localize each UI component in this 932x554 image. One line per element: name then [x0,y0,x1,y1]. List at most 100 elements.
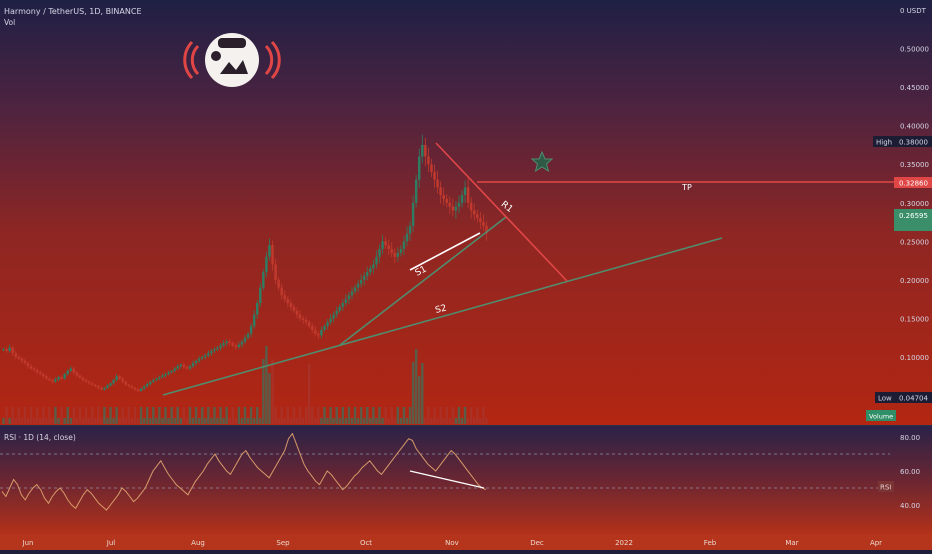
volume-bar [387,418,390,424]
candle-body [29,366,33,369]
tp-price-value: 0.32860 [899,180,928,188]
volume-bar [167,418,170,424]
s1-white-support[interactable] [409,232,481,271]
candle-body [430,164,433,172]
candle-body [304,319,308,323]
time-axis[interactable]: Jun Jul Aug Sep Oct Nov Dec 2022 Feb Mar Apr [22,539,883,547]
candle-body [213,349,216,351]
candle-body [216,347,219,350]
volume-bar [173,418,176,424]
candle-body [142,386,146,389]
volume-bar [396,407,400,424]
r1-trendline[interactable] [435,142,568,282]
volume-bar [335,407,338,424]
volume-bar [35,407,39,424]
volume-badge-label: Volume [869,413,893,421]
candle-body [311,326,314,331]
candle-body [460,195,464,203]
candle-body [57,377,60,380]
volume-bar [280,407,283,424]
volume-bar [433,407,436,424]
volume-bar [100,418,103,424]
volume-bar [231,407,235,424]
rsi-divergence-line[interactable] [409,470,485,489]
volume-bar [292,407,296,424]
time-axis-background [0,534,932,550]
symbol-title[interactable]: Harmony / TetherUS, 1D, BINANCE [4,7,142,16]
time-tick-label: Jul [106,539,116,547]
volume-bar [57,418,60,424]
volume-bar [298,407,302,424]
candle-body [283,295,286,300]
volume-bar [375,418,378,424]
volume-bar [158,407,161,424]
volume-bar [399,418,403,424]
volume-bar [372,407,375,424]
candle-body [17,357,21,359]
volume-bar [469,407,473,424]
volume-bar [329,407,332,424]
candle-body [84,380,88,382]
candle-body [292,306,296,311]
candle-body [448,202,452,207]
volume-bar [48,407,51,424]
candle-body [222,343,225,346]
volume-indicator-label[interactable]: Vol [4,18,15,27]
candle-body [106,385,109,388]
volume-bar [90,407,94,424]
candle-body [466,187,470,203]
volume-bar [381,418,384,424]
volume-bar [359,407,363,424]
star-icon[interactable] [530,150,554,173]
volume-bars [2,346,488,424]
volume-bar [155,418,158,424]
volume-bar [246,418,250,424]
volume-bar [149,418,152,424]
candle-body [375,256,378,265]
s1-trendline[interactable] [339,216,507,346]
candle-body [167,372,170,374]
candle-body [51,380,54,382]
volume-bar [127,407,131,424]
candle-body [301,318,305,320]
volume-bar [66,407,69,424]
volume-bar [237,407,241,424]
volume-bar [408,407,412,424]
volume-bar [87,418,91,424]
candle-body [75,372,79,376]
candle-body [130,386,134,388]
volume-bar [112,418,115,424]
candle-body [332,314,335,319]
candle-body [97,386,100,388]
s2-trendline[interactable] [162,237,723,396]
candle-body [225,341,228,344]
rsi-title[interactable]: RSI · 1D (14, close) [4,433,76,442]
candle-body [246,333,250,338]
volume-bar [197,418,201,424]
candle-body [170,370,173,373]
volume-bar [121,407,124,424]
volume-bar [341,407,345,424]
volume-bar [378,407,381,424]
rsi-axis[interactable]: 80.00 60.00 40.00 [900,434,920,510]
time-tick-label: Aug [191,539,205,547]
volume-bar [207,407,210,424]
candle-body [204,355,207,357]
candle-body [399,249,403,253]
candle-body [259,287,262,304]
volume-bar [317,407,320,424]
volume-bar [347,407,351,424]
volume-bar [20,418,24,424]
candle-body [23,360,27,364]
candle-body [109,383,112,386]
price-axis[interactable]: 0 USDT 0.50000 0.45000 0.40000 0.35000 0.3000… [900,7,929,362]
volume-bar [51,418,54,424]
volume-bar [277,418,280,424]
rsi-tick-label: 60.00 [900,468,920,476]
candle-body [200,357,204,359]
rsi-badge-box [878,481,894,492]
candle-body [152,380,155,382]
volume-bar [274,407,277,424]
